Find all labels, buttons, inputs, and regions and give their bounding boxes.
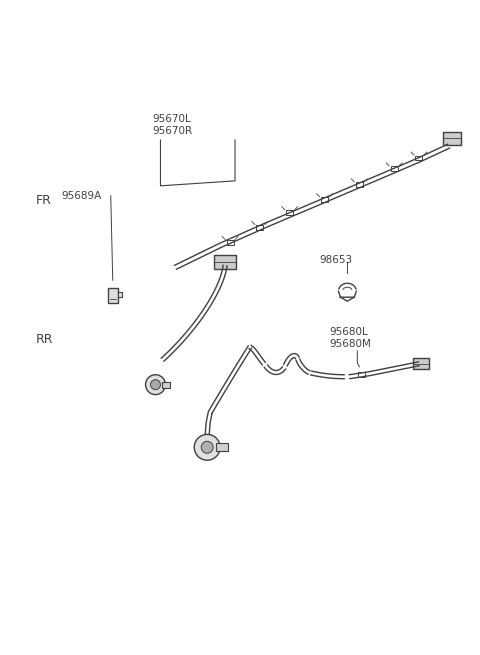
Circle shape (151, 380, 160, 390)
Text: 95680M: 95680M (329, 339, 372, 349)
Bar (162, 382, 170, 388)
Text: 95670R: 95670R (153, 126, 192, 136)
Bar (286, 210, 293, 215)
Circle shape (201, 441, 213, 453)
Text: 98653: 98653 (320, 255, 353, 265)
Bar (216, 443, 228, 451)
Bar (118, 292, 122, 297)
Bar (356, 182, 363, 187)
Bar (413, 358, 429, 369)
Text: 95689A: 95689A (61, 191, 101, 201)
Bar (108, 288, 118, 303)
Text: RR: RR (36, 333, 54, 346)
Bar (256, 225, 264, 230)
Bar (321, 197, 328, 202)
Text: 95670L: 95670L (153, 114, 191, 124)
Bar (443, 132, 461, 145)
Circle shape (145, 375, 166, 394)
Bar (358, 372, 365, 377)
Bar (416, 155, 422, 160)
Bar (391, 166, 397, 172)
Text: 95680L: 95680L (329, 327, 368, 337)
Text: FR: FR (36, 195, 52, 207)
Circle shape (194, 434, 220, 460)
Bar (214, 255, 236, 269)
Bar (227, 240, 234, 245)
